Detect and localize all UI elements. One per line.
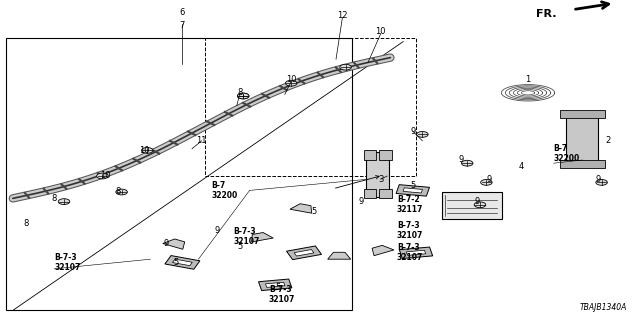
Polygon shape [396, 185, 429, 196]
Bar [205, 38, 416, 176]
Text: 9: 9 [458, 156, 463, 164]
Circle shape [237, 93, 249, 99]
Polygon shape [290, 204, 312, 213]
Circle shape [58, 199, 70, 204]
Bar [6, 38, 352, 310]
Bar [566, 115, 598, 165]
Circle shape [340, 64, 351, 70]
Text: B-7-2
32117: B-7-2 32117 [397, 195, 423, 214]
Polygon shape [266, 282, 285, 287]
Polygon shape [287, 246, 321, 260]
Text: B-7-3
32107: B-7-3 32107 [234, 227, 260, 246]
Text: 10: 10 [286, 76, 296, 84]
Text: 8: 8 [237, 88, 243, 97]
Text: 9: 9 [487, 175, 492, 184]
Text: 9: 9 [410, 127, 415, 136]
Text: 10: 10 [376, 28, 386, 36]
Bar [560, 110, 605, 118]
Polygon shape [406, 250, 426, 255]
Polygon shape [328, 252, 351, 259]
Circle shape [97, 173, 108, 179]
Text: 7: 7 [180, 21, 185, 30]
Text: B-7-3
32107: B-7-3 32107 [54, 253, 81, 272]
Bar [560, 160, 605, 168]
Text: 2: 2 [605, 136, 611, 145]
Circle shape [116, 189, 127, 195]
Text: B-7-3
32107: B-7-3 32107 [397, 221, 423, 240]
Text: 5: 5 [173, 258, 179, 267]
Text: 5: 5 [410, 181, 415, 190]
Polygon shape [403, 188, 422, 193]
Text: TBAJB1340A: TBAJB1340A [580, 303, 627, 312]
Text: 12: 12 [337, 12, 348, 20]
Text: 3: 3 [378, 175, 383, 184]
Circle shape [474, 202, 486, 208]
Text: 9: 9 [359, 197, 364, 206]
Polygon shape [173, 259, 192, 266]
Text: 11: 11 [196, 136, 207, 145]
Polygon shape [294, 250, 314, 256]
Polygon shape [165, 256, 200, 269]
Circle shape [417, 132, 428, 137]
Bar [379, 189, 392, 198]
Text: 10: 10 [100, 172, 111, 180]
Bar [442, 192, 502, 219]
Text: 1: 1 [525, 76, 531, 84]
Polygon shape [372, 245, 394, 256]
Text: FR.: FR. [536, 9, 557, 20]
Circle shape [237, 93, 249, 99]
Circle shape [596, 180, 607, 185]
Polygon shape [163, 239, 185, 249]
Text: 4: 4 [519, 162, 524, 171]
Text: B-7
32200: B-7 32200 [554, 144, 580, 163]
Text: 8: 8 [23, 220, 28, 228]
Text: B-7-3
32107: B-7-3 32107 [397, 243, 423, 262]
Text: 8: 8 [52, 194, 57, 203]
Polygon shape [399, 247, 433, 259]
Text: 10: 10 [139, 146, 149, 155]
Text: 9: 9 [164, 239, 169, 248]
Text: B-7-3
32107: B-7-3 32107 [269, 285, 295, 304]
Circle shape [481, 180, 492, 185]
Circle shape [461, 160, 473, 166]
Circle shape [141, 148, 153, 153]
Text: B-7
32200: B-7 32200 [211, 181, 237, 200]
Bar [379, 150, 392, 160]
Text: 6: 6 [180, 8, 185, 17]
Polygon shape [252, 233, 273, 242]
Text: 9: 9 [215, 226, 220, 235]
Bar [364, 150, 376, 160]
Bar [366, 152, 389, 197]
Bar [364, 189, 376, 198]
Text: 5: 5 [276, 284, 281, 292]
Text: 5: 5 [237, 242, 243, 251]
Circle shape [285, 80, 297, 86]
Text: 8: 8 [116, 188, 121, 196]
Text: 9: 9 [474, 197, 479, 206]
Polygon shape [259, 279, 292, 291]
Text: 9: 9 [596, 175, 601, 184]
Text: 5: 5 [311, 207, 316, 216]
